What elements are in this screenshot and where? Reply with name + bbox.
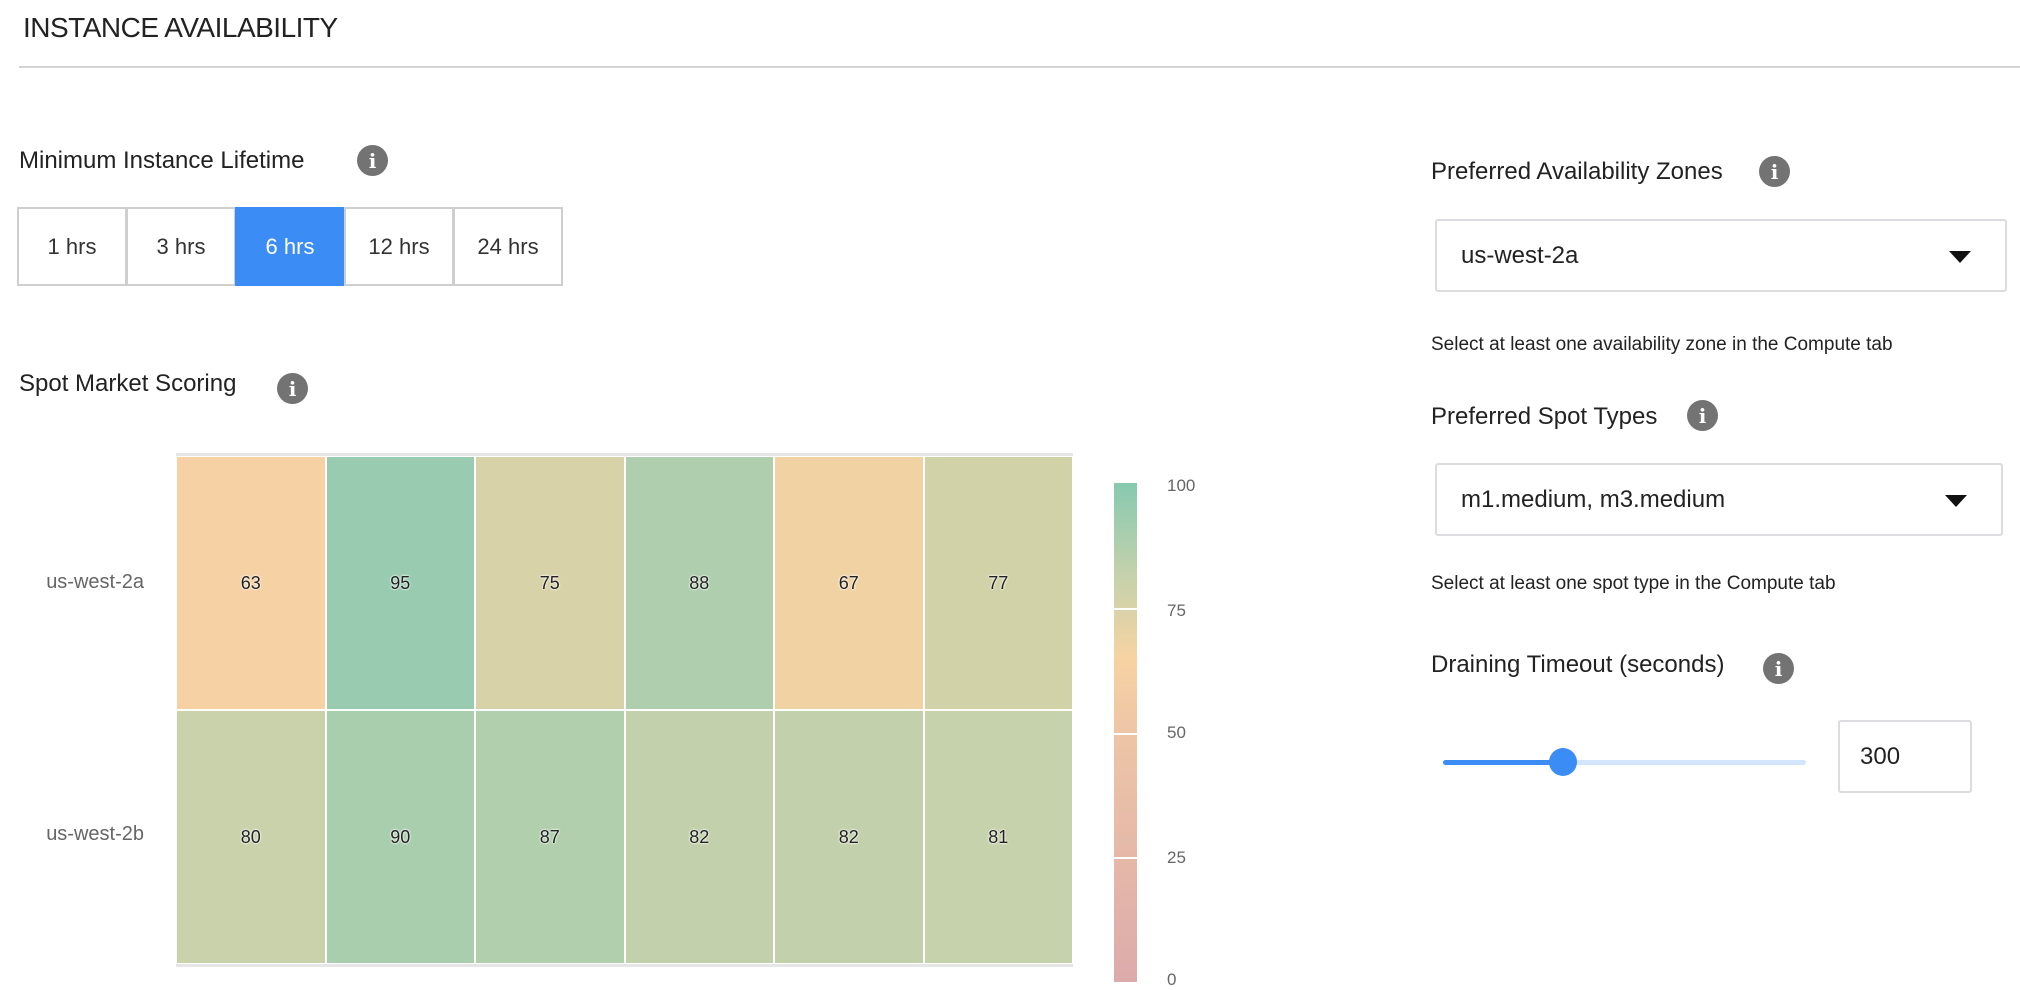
heatmap-cell: 77	[923, 456, 1073, 710]
row-label-us-west-2b: us-west-2b	[46, 823, 144, 845]
spot-types-help-text: Select at least one spot type in the Com…	[1431, 573, 1836, 594]
zones-select-value: us-west-2a	[1461, 241, 1579, 269]
draining-label: Draining Timeout (seconds)	[1431, 651, 1725, 678]
draining-timeout-input[interactable]	[1838, 720, 1972, 793]
info-icon[interactable]: i	[357, 145, 388, 176]
colorbar-tick: 25	[1167, 848, 1186, 867]
zones-help-text: Select at least one availability zone in…	[1431, 334, 1893, 355]
colorbar-tick-line	[1114, 732, 1137, 735]
slider-fill	[1443, 760, 1563, 765]
scoring-label: Spot Market Scoring	[19, 370, 237, 397]
heatmap-cell: 82	[774, 710, 924, 964]
lifetime-option-6h[interactable]: 6 hrs	[235, 207, 345, 286]
colorbar-tick-line	[1114, 857, 1137, 860]
heatmap-cell: 82	[624, 710, 774, 964]
colorbar-tick: 0	[1167, 970, 1177, 989]
colorbar	[1114, 483, 1137, 982]
info-icon[interactable]: i	[1763, 653, 1794, 684]
heatmap-cell: 88	[624, 456, 774, 710]
zones-select[interactable]: us-west-2a	[1435, 219, 2007, 292]
lifetime-option-3h[interactable]: 3 hrs	[126, 207, 236, 286]
heatmap-cell: 67	[774, 456, 924, 710]
lifetime-label: Minimum Instance Lifetime	[19, 147, 305, 174]
lifetime-option-1h[interactable]: 1 hrs	[17, 207, 127, 286]
colorbar-tick: 75	[1167, 601, 1186, 620]
spot-types-select[interactable]: m1.medium, m3.medium	[1435, 463, 2003, 536]
heatmap-cell: 63	[176, 456, 326, 710]
spot-types-select-value: m1.medium, m3.medium	[1461, 485, 1726, 513]
draining-slider[interactable]	[1443, 748, 1806, 776]
slider-thumb[interactable]	[1548, 748, 1577, 776]
heatmap-cell: 95	[325, 456, 475, 710]
page-title: INSTANCE AVAILABILITY	[23, 12, 338, 43]
heatmap-cell: 90	[325, 710, 475, 964]
heatmap-cell: 81	[923, 710, 1073, 964]
caret-down-icon	[1949, 250, 1971, 263]
heatmap-cell: 75	[475, 456, 625, 710]
colorbar-tick: 50	[1167, 723, 1186, 742]
colorbar-tick-line	[1114, 607, 1137, 610]
lifetime-option-24h[interactable]: 24 hrs	[453, 207, 563, 286]
info-icon[interactable]: i	[1687, 400, 1718, 431]
zones-label: Preferred Availability Zones	[1431, 158, 1723, 185]
heatmap-cell: 80	[176, 710, 326, 964]
lifetime-button-group: 1 hrs 3 hrs 6 hrs 12 hrs 24 hrs	[17, 207, 563, 286]
caret-down-icon	[1945, 494, 1967, 507]
divider	[19, 66, 2020, 68]
lifetime-option-12h[interactable]: 12 hrs	[344, 207, 454, 286]
row-label-us-west-2a: us-west-2a	[46, 571, 144, 593]
info-icon[interactable]: i	[1759, 156, 1790, 187]
spot-types-label: Preferred Spot Types	[1431, 403, 1658, 430]
colorbar-tick: 100	[1167, 476, 1196, 495]
info-icon[interactable]: i	[277, 373, 308, 404]
heatmap: 63 95 75 88 67 77 80 90 87 82 82 81	[176, 453, 1073, 967]
heatmap-cell: 87	[475, 710, 625, 964]
